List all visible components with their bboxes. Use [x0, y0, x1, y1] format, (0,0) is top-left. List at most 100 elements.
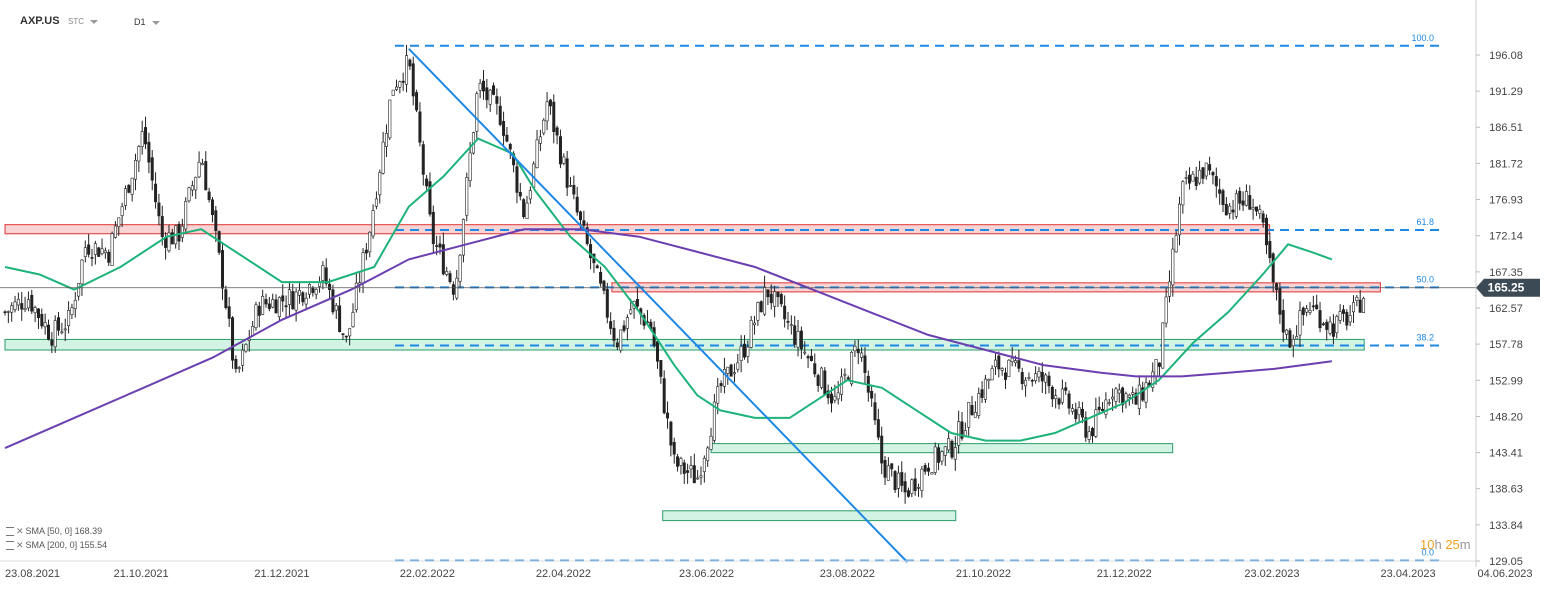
- candle: [134, 153, 138, 191]
- candle: [147, 132, 151, 174]
- candle: [575, 186, 579, 216]
- candle-body: [331, 289, 335, 313]
- candle-body: [1030, 379, 1034, 382]
- candle: [1104, 392, 1108, 419]
- candle-body: [1218, 189, 1222, 194]
- candle: [1101, 401, 1105, 413]
- candle: [210, 197, 214, 223]
- candle-body: [1037, 371, 1041, 378]
- candle-body: [1107, 402, 1111, 405]
- candle: [354, 271, 358, 313]
- candle-body: [749, 320, 753, 348]
- candle: [1178, 196, 1182, 246]
- candle: [97, 246, 101, 257]
- candle-body: [1047, 375, 1051, 387]
- candle-body: [468, 152, 472, 181]
- candle: [525, 195, 529, 220]
- candle-body: [1017, 360, 1021, 369]
- candle-body: [619, 329, 623, 351]
- candle: [495, 88, 499, 115]
- candle: [465, 172, 469, 222]
- candle-body: [853, 345, 857, 352]
- candle-body: [134, 160, 138, 180]
- close-icon[interactable]: ✕: [16, 540, 24, 550]
- candle-body: [103, 250, 107, 254]
- candle-body: [77, 283, 81, 297]
- candle: [1050, 385, 1054, 408]
- candle-body: [311, 287, 315, 293]
- legend-sma-50[interactable]: ✕ SMA [50, 0] 168.39: [6, 526, 102, 537]
- candle-body: [873, 402, 877, 421]
- candle-body: [793, 325, 797, 345]
- candle: [545, 92, 549, 131]
- candle-body: [1020, 372, 1024, 385]
- candle-body: [170, 232, 174, 245]
- indicator-settings-icon[interactable]: [6, 541, 14, 551]
- candle-body: [1271, 253, 1275, 283]
- candle-body: [1007, 359, 1011, 378]
- candle: [1157, 362, 1161, 376]
- candle: [722, 357, 726, 394]
- sma-200-line: [4, 228, 1333, 450]
- candle-body: [1288, 330, 1292, 348]
- candle-body: [157, 202, 161, 217]
- candle-body: [756, 302, 760, 321]
- candle: [297, 282, 301, 304]
- candle: [391, 89, 395, 96]
- candle-body: [1117, 389, 1121, 394]
- candle: [1285, 328, 1289, 340]
- candle: [468, 141, 472, 188]
- candle: [886, 457, 890, 481]
- candle-body: [425, 178, 429, 187]
- candle: [1181, 180, 1185, 214]
- candle-body: [1328, 321, 1332, 334]
- candle: [799, 326, 803, 359]
- y-tick-label: 143.41: [1489, 448, 1523, 460]
- candle-body: [1251, 207, 1255, 210]
- candle-body: [418, 111, 422, 143]
- candle: [1265, 214, 1269, 255]
- candle-body: [244, 344, 248, 352]
- candle: [619, 329, 623, 353]
- candle-body: [655, 341, 659, 362]
- candle-body: [438, 243, 442, 248]
- candle: [1251, 198, 1255, 220]
- support-zone: [662, 510, 957, 522]
- candle-body: [261, 295, 265, 315]
- candle-body: [595, 265, 599, 269]
- candle-body: [451, 284, 455, 295]
- candle-body: [937, 447, 941, 463]
- candle-body: [789, 324, 793, 326]
- close-icon[interactable]: ✕: [16, 526, 24, 536]
- candle-body: [1157, 362, 1161, 367]
- candle-body: [987, 379, 991, 382]
- candle-body: [1131, 392, 1135, 395]
- candle-body: [1305, 308, 1309, 313]
- indicator-settings-icon[interactable]: [6, 527, 14, 537]
- candle-body: [977, 393, 981, 416]
- candle-body: [829, 393, 833, 404]
- candle-body: [913, 478, 917, 491]
- symbol-selector[interactable]: AXP.US: [20, 15, 60, 27]
- candle: [769, 284, 773, 310]
- candle: [535, 129, 539, 169]
- candle-body: [1311, 305, 1315, 308]
- candle: [599, 266, 603, 287]
- candle: [933, 442, 937, 476]
- candle-body: [23, 307, 27, 310]
- candle-body: [1348, 315, 1352, 323]
- candle-body: [689, 465, 693, 470]
- instrument-type-selector[interactable]: STC: [68, 17, 98, 26]
- candle-body: [1137, 384, 1141, 409]
- candle: [1214, 167, 1218, 198]
- candle-body: [870, 390, 874, 399]
- legend-sma-200[interactable]: ✕ SMA [200, 0] 155.54: [6, 540, 107, 551]
- candle: [1318, 301, 1322, 333]
- candle: [197, 151, 201, 179]
- candle-body: [769, 293, 773, 304]
- candle-body: [719, 383, 723, 387]
- candle: [940, 450, 944, 466]
- candle: [689, 455, 693, 479]
- timeframe-selector[interactable]: D1: [134, 17, 160, 27]
